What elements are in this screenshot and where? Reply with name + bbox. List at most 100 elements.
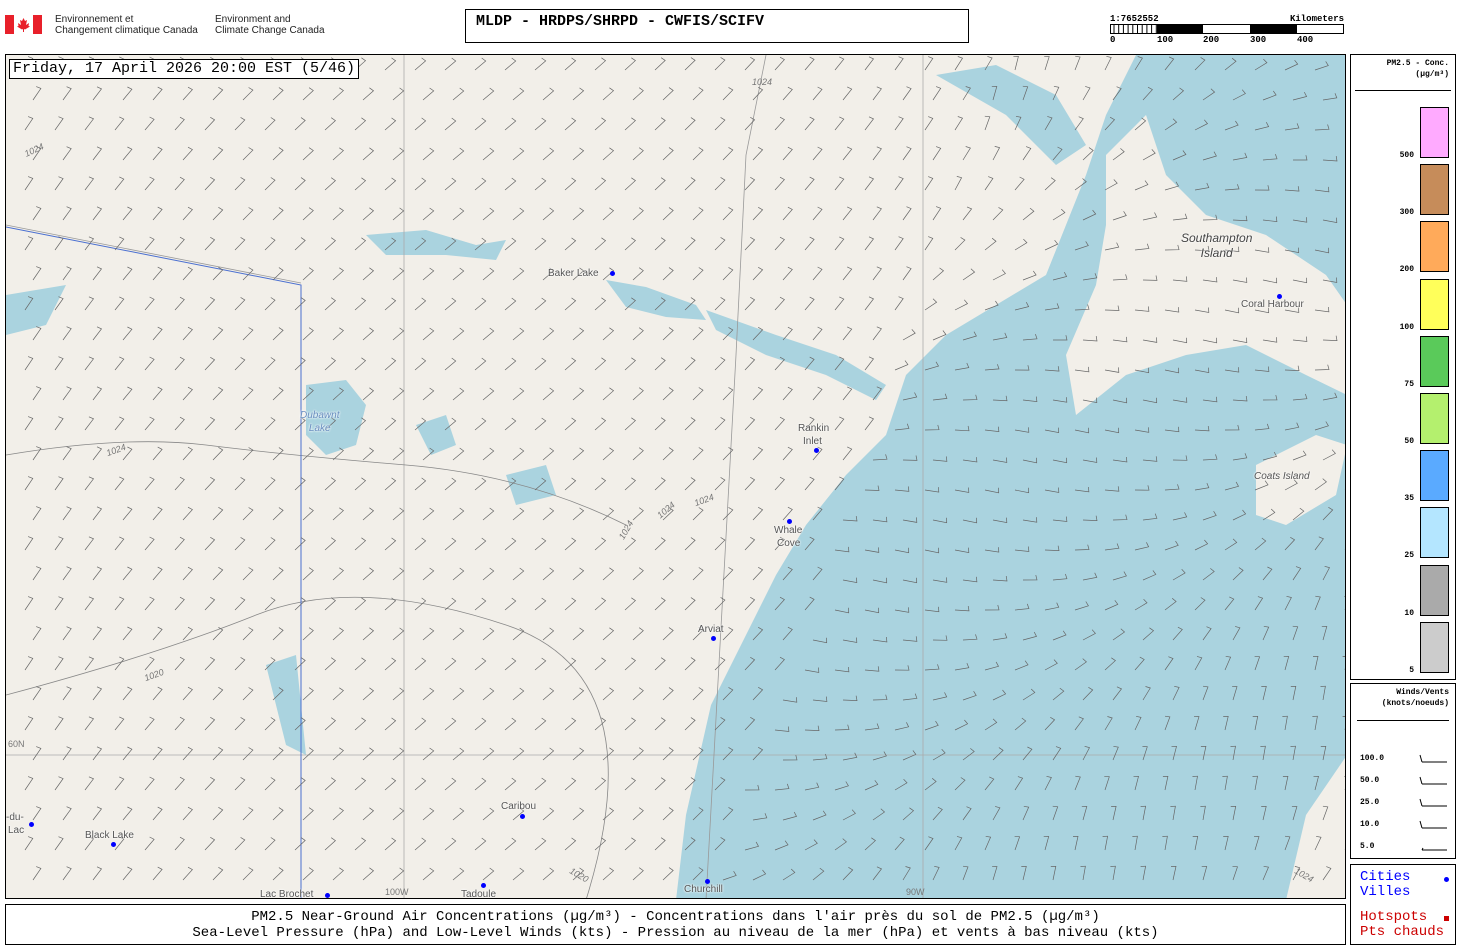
wind-barb: [962, 691, 977, 701]
wind-barb: [1052, 805, 1059, 821]
wind-barb: [602, 567, 615, 581]
city-dot-icon[interactable]: [1277, 294, 1282, 299]
wind-barb: [714, 837, 726, 851]
wind-barb: [474, 717, 487, 731]
wind-barb: [1224, 367, 1240, 373]
wind-barb: [932, 517, 948, 524]
wind-barb: [122, 506, 133, 521]
wind-barb: [242, 627, 254, 641]
wind-barb: [264, 477, 276, 491]
wind-barb: [1262, 625, 1270, 641]
wind-barb: [504, 177, 517, 191]
wind-barb: [242, 327, 254, 341]
agency-name-en: Environment and Climate Change Canada: [215, 14, 345, 36]
city-dot-icon[interactable]: [29, 822, 34, 827]
map-canvas[interactable]: Baker Lake Rankin Inlet Whale Cove Arvia…: [5, 54, 1346, 899]
city-dot-icon[interactable]: [481, 883, 486, 888]
wind-barb: [1224, 655, 1232, 671]
wind-barb: [504, 657, 517, 671]
city-dot-icon[interactable]: [111, 842, 116, 847]
wind-barb: [1262, 395, 1278, 401]
wind-barb: [414, 657, 427, 671]
wind-barb: [1322, 449, 1336, 461]
wind-barb: [894, 722, 910, 731]
wind-barb: [542, 387, 555, 401]
wind-barb: [474, 417, 487, 431]
wind-barb: [92, 446, 103, 461]
wind-barb: [1104, 486, 1120, 492]
wind-barb: [1164, 367, 1180, 374]
wind-barb: [392, 387, 405, 401]
legend-swatch: [1420, 450, 1449, 502]
wind-barb: [1232, 395, 1248, 402]
wind-barb: [572, 447, 585, 461]
wind-barb: [1232, 509, 1247, 521]
wind-barb: [992, 747, 1004, 761]
wind-barb: [234, 597, 246, 611]
wind-barb: [354, 357, 367, 371]
wind-barb: [1202, 511, 1217, 521]
wind-barb: [1232, 277, 1248, 283]
wind-barb: [932, 865, 940, 881]
wind-barb: [32, 686, 42, 701]
wind-barb: [362, 627, 375, 641]
wind-barb: [684, 297, 696, 311]
wind-barb: [572, 687, 585, 701]
wind-barb: [1171, 745, 1177, 761]
wind-barb: [804, 116, 815, 131]
wind-barb: [1134, 117, 1147, 131]
wind-barb: [1112, 628, 1126, 641]
wind-barb: [1322, 217, 1338, 224]
legend-tick-label: 10: [1404, 608, 1414, 618]
wind-barb: [1262, 451, 1278, 461]
wind-barb: [474, 597, 487, 611]
wind-barb: [1202, 214, 1218, 221]
wind-barb: [872, 86, 882, 101]
city-dot-icon[interactable]: [711, 636, 716, 641]
wind-barb: [1164, 656, 1174, 671]
wind-barb: [752, 686, 764, 701]
wind-barb: [842, 752, 858, 761]
city-dot-icon[interactable]: [610, 271, 615, 276]
wind-barb: [152, 266, 163, 281]
wind-barb: [1014, 487, 1030, 494]
wind-barb: [864, 723, 880, 731]
wind-barb: [84, 296, 95, 311]
legend-tick-label: 200: [1399, 265, 1414, 275]
wind-barb: [324, 837, 336, 851]
wind-barb: [744, 716, 756, 731]
wind-barb: [954, 662, 970, 671]
wind-barb: [834, 416, 845, 431]
wind-barb: [114, 716, 125, 731]
wind-barb: [1112, 86, 1122, 101]
wind-barb: [482, 387, 495, 401]
wind-barb: [212, 327, 224, 341]
wind-barb: [1254, 366, 1270, 372]
wind-barb: [332, 867, 344, 881]
wind-barb: [932, 86, 942, 101]
wind-barb: [564, 837, 577, 851]
city-dot-icon[interactable]: [325, 893, 330, 898]
city-dot-icon[interactable]: [787, 519, 792, 524]
wind-barb: [384, 657, 397, 671]
wind-barb: [242, 87, 254, 101]
wind-barb: [24, 716, 34, 731]
wind-barb: [392, 147, 405, 161]
wind-barb: [722, 627, 734, 641]
wind-barb: [744, 356, 756, 371]
wind-barb: [512, 507, 525, 521]
city-dot-icon[interactable]: [520, 814, 525, 819]
wind-barb: [834, 666, 850, 673]
wind-barb: [1320, 685, 1326, 701]
wind-barb: [1104, 179, 1118, 191]
wind-barb: [384, 477, 397, 491]
wind-barb: [354, 717, 367, 731]
city-dot-icon[interactable]: [705, 879, 710, 884]
wind-barb: [872, 636, 888, 643]
wind-barb: [324, 537, 336, 551]
wind-barb: [1014, 115, 1022, 131]
wind-barb: [1200, 805, 1206, 821]
wind-barb: [54, 716, 64, 731]
wind-barb: [1082, 147, 1094, 161]
city-dot-icon[interactable]: [814, 448, 819, 453]
